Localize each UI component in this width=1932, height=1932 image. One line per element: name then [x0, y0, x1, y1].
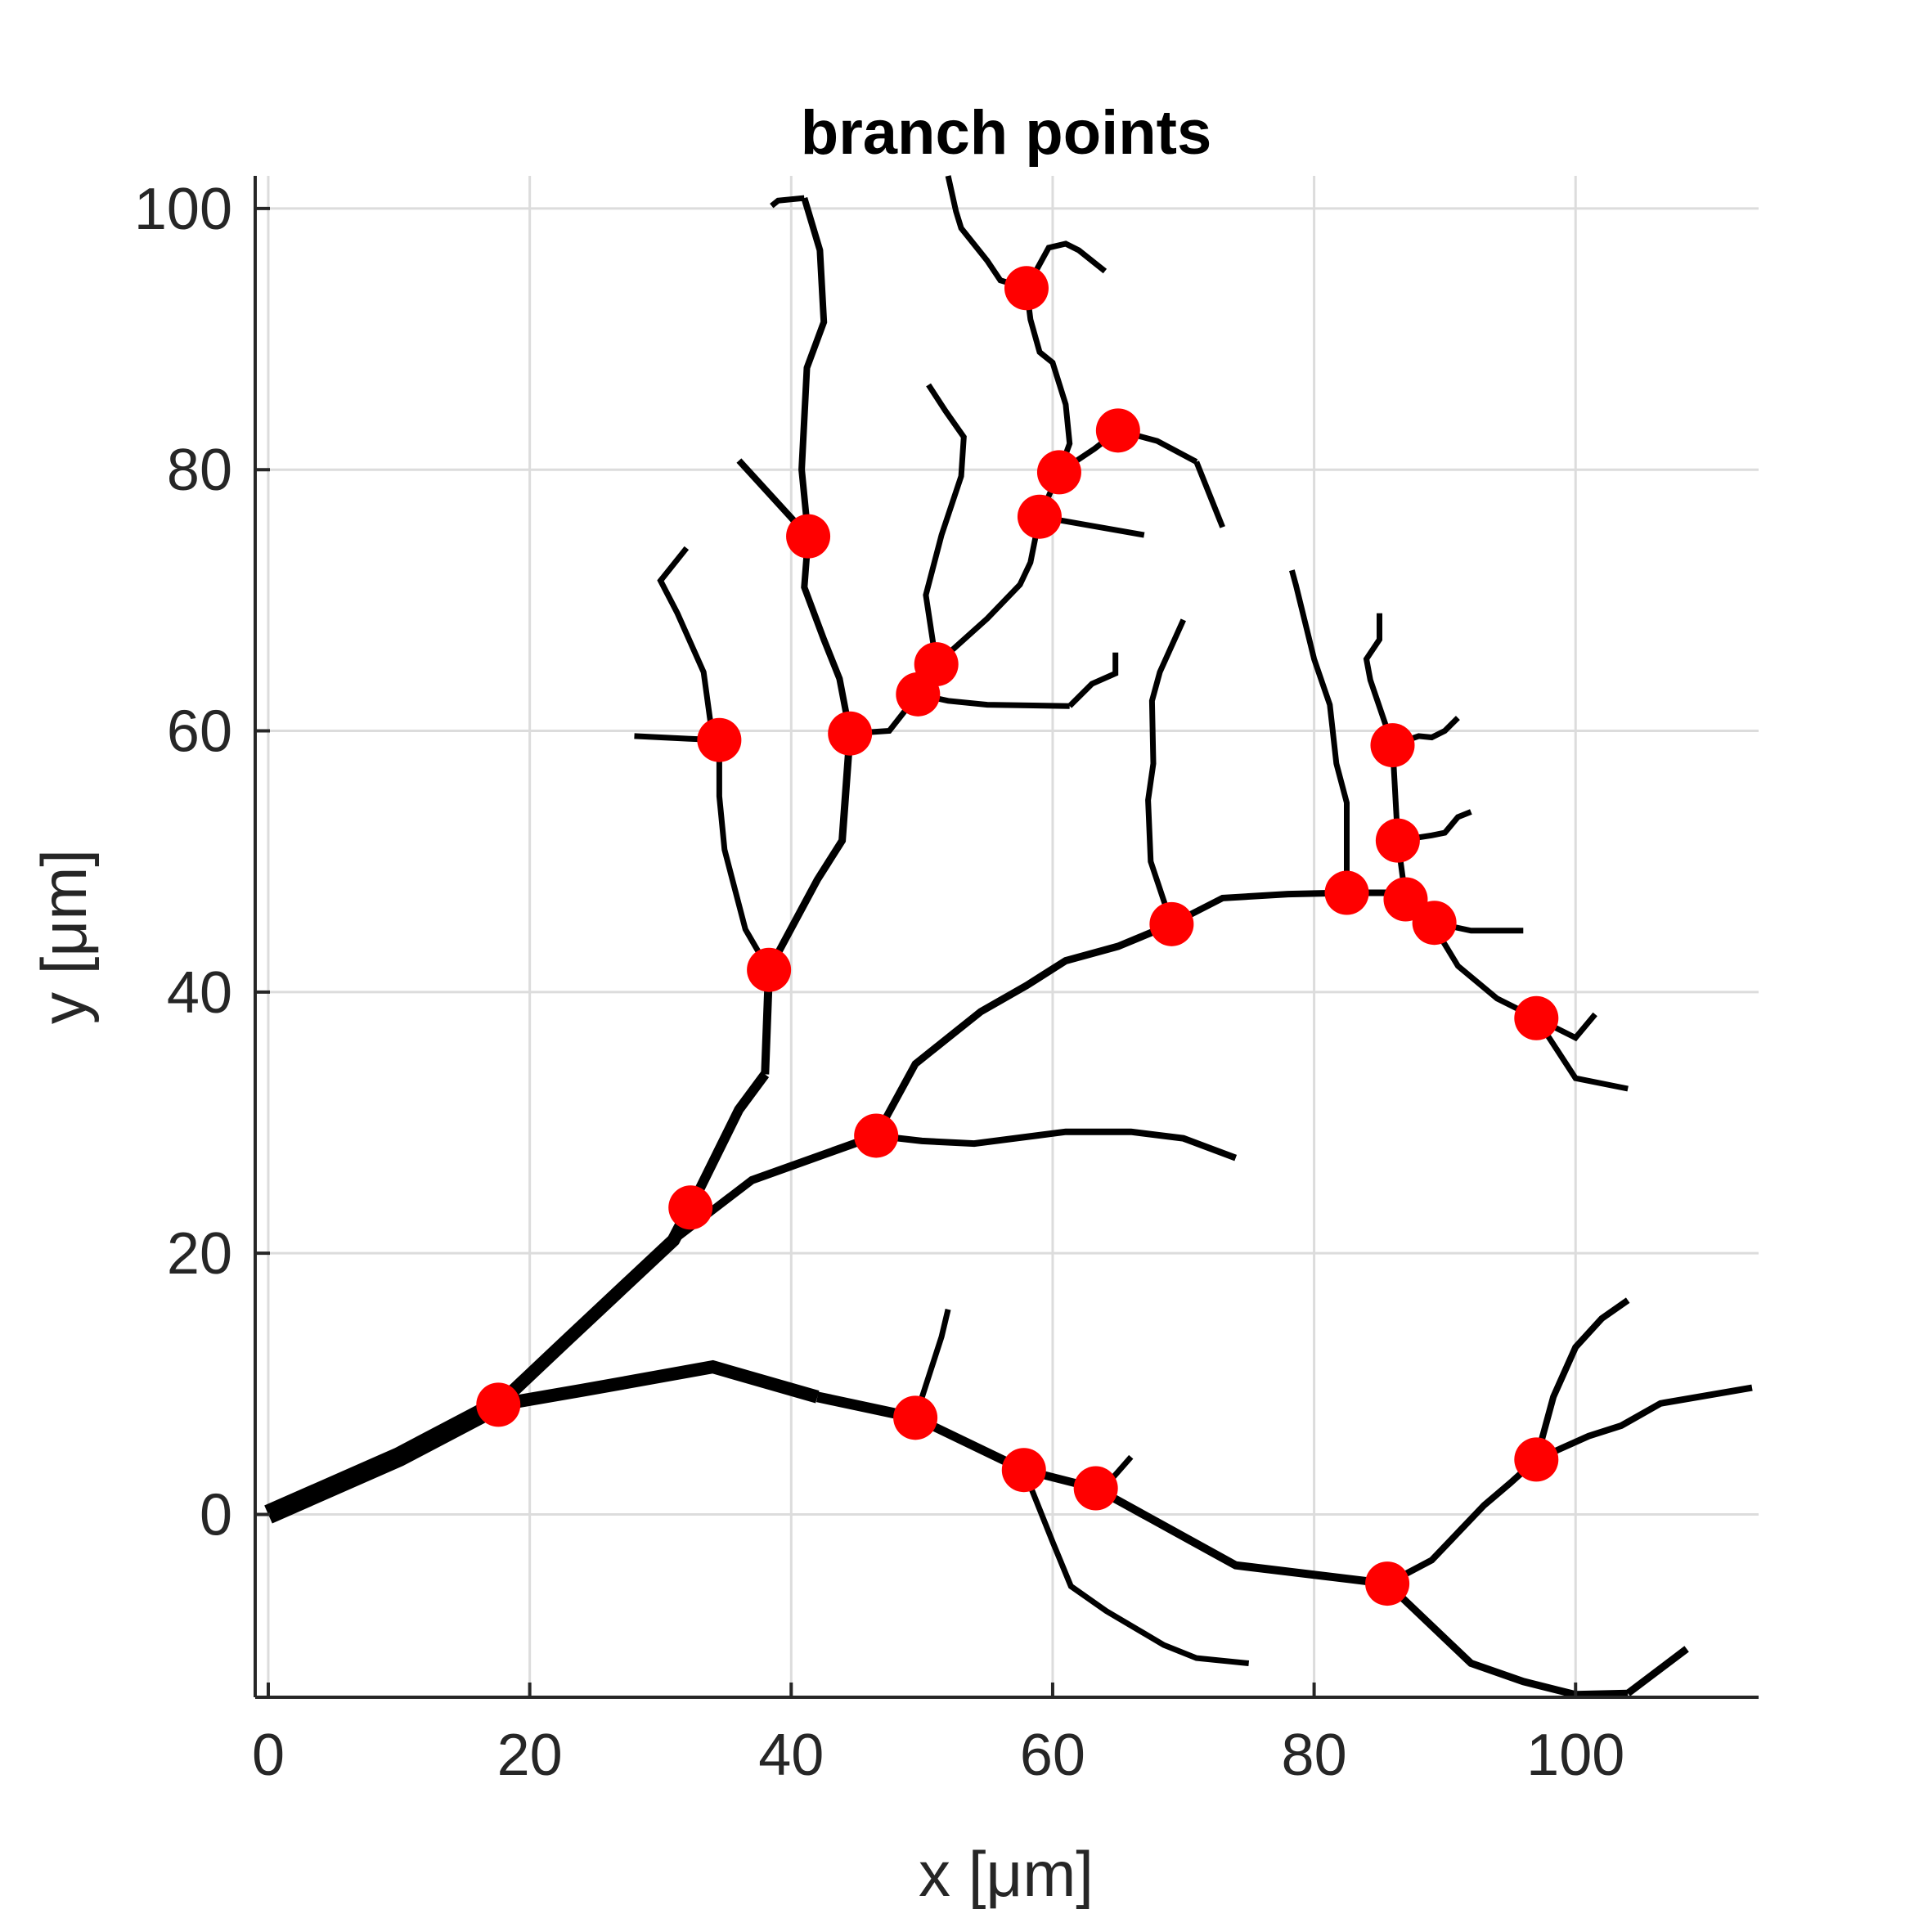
branch-point-marker [1365, 1561, 1410, 1606]
branch-point-marker [1004, 266, 1049, 311]
dendrite-segment [1289, 569, 1350, 893]
branch-point-marker [1514, 995, 1559, 1040]
dendrite-segment [770, 195, 805, 209]
branch-point-marker [1017, 494, 1062, 539]
dendrite-segment [1023, 287, 1073, 474]
dendrite-segment [1094, 1485, 1388, 1588]
y-tick-label: 80 [167, 438, 232, 503]
branch-point-marker [1001, 1448, 1046, 1493]
branch-point-marker [476, 1382, 521, 1427]
dendrite-segment [766, 733, 854, 972]
dendrite-segment [1384, 1580, 1629, 1699]
dendrite-segment [1534, 1384, 1753, 1463]
branch-point-markers [476, 266, 1559, 1606]
dendrite-segment [1397, 809, 1472, 844]
x-tick-label: 60 [1020, 1723, 1085, 1788]
y-tick-label: 20 [167, 1221, 232, 1287]
y-tick-label: 60 [167, 699, 232, 765]
x-tick-label: 20 [497, 1723, 563, 1788]
grid [255, 176, 1759, 1697]
dendrite-segment [685, 1071, 770, 1210]
dendrite-segment [496, 1359, 820, 1412]
dendrite-segment [1067, 652, 1119, 708]
dendrite-segment [1625, 1646, 1689, 1696]
branch-point-marker [1412, 901, 1457, 946]
chart-title: branch points [801, 98, 1211, 168]
branch-point-marker [697, 717, 742, 762]
dendrite-segment [801, 536, 854, 735]
branch-point-marker [1095, 408, 1140, 453]
dendrite-segment [1170, 889, 1347, 928]
dendrite-segment [1363, 613, 1395, 747]
axes [254, 176, 1759, 1699]
dendrite-segment [1193, 461, 1225, 528]
branch-point-marker [747, 947, 792, 992]
branch-point-marker [786, 514, 831, 559]
branch-point-marker [1324, 870, 1369, 915]
dendrite-segment [912, 1308, 951, 1419]
ticks: 0 20 40 60 80 100 0 20 40 60 80 100 [134, 177, 1624, 1788]
dendrite-segment [798, 196, 828, 537]
dendrite-segment [1021, 1468, 1250, 1666]
branch-point-marker [1514, 1437, 1559, 1482]
dendrite-segment [716, 739, 772, 972]
x-tick-label: 80 [1282, 1723, 1347, 1788]
branch-point-marker [1036, 450, 1081, 495]
dendrite-segment [1023, 240, 1108, 290]
dendrite-segment [1145, 618, 1186, 925]
dendrite-segment [1534, 1016, 1629, 1092]
branch-point-marker [1073, 1466, 1118, 1511]
branch-point-marker [1370, 723, 1415, 768]
dendrite-segment [934, 516, 1043, 667]
y-tick-label: 40 [167, 960, 232, 1026]
dendrite-segment [264, 1395, 503, 1524]
branch-point-marker [914, 642, 959, 687]
dendrite-segment [1533, 1297, 1630, 1461]
x-tick-label: 40 [758, 1723, 824, 1788]
y-tick-label: 100 [134, 177, 232, 242]
branch-point-marker [1149, 901, 1194, 946]
branch-point-marker [668, 1185, 713, 1230]
dendrite-segment [1386, 1457, 1539, 1587]
x-axis-label: x [μm] [919, 1838, 1094, 1910]
y-axis-label: y [μm] [28, 849, 100, 1024]
branch-point-marker [893, 1395, 938, 1440]
x-tick-label: 100 [1526, 1723, 1624, 1788]
dendrite-segment [923, 383, 967, 665]
branch-point-marker [1375, 818, 1420, 863]
branch-point-marker [854, 1113, 899, 1158]
x-tick-label: 0 [252, 1723, 285, 1788]
dendrite-segment [875, 1128, 1238, 1161]
dendrite-segment [873, 920, 1174, 1138]
y-tick-label: 0 [200, 1482, 232, 1548]
branch-point-marker [828, 711, 873, 756]
dendrite-segment [945, 175, 1028, 291]
